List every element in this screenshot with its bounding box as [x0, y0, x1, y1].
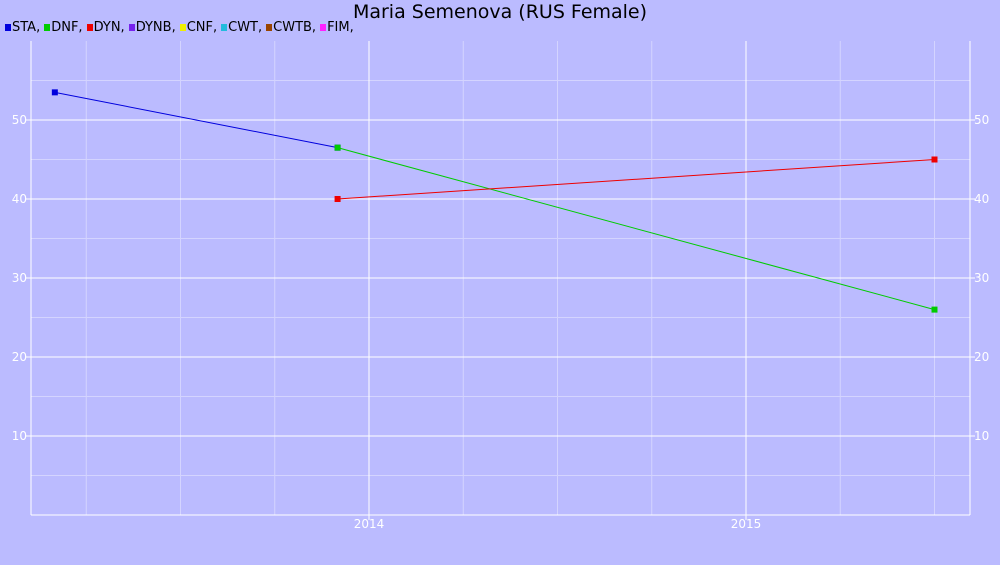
- y-tick-label-left: 10: [12, 429, 27, 443]
- y-tick-label-right: 50: [974, 113, 989, 127]
- x-tick-label: 2015: [731, 517, 762, 531]
- data-point-dyn: [335, 196, 341, 202]
- y-tick-label-left: 30: [12, 271, 27, 285]
- data-point-dnf: [335, 145, 341, 151]
- series-line-dyn: [338, 160, 935, 200]
- data-point-dnf: [932, 307, 938, 313]
- data-point-dyn: [932, 157, 938, 163]
- y-tick-label-right: 20: [974, 350, 989, 364]
- y-tick-label-right: 40: [974, 192, 989, 206]
- data-point-sta: [52, 89, 58, 95]
- y-tick-label-left: 50: [12, 113, 27, 127]
- y-tick-label-left: 40: [12, 192, 27, 206]
- y-tick-label-right: 10: [974, 429, 989, 443]
- y-tick-label-right: 30: [974, 271, 989, 285]
- x-tick-label: 2014: [354, 517, 385, 531]
- y-tick-label-left: 20: [12, 350, 27, 364]
- series-line-dnf: [338, 148, 935, 310]
